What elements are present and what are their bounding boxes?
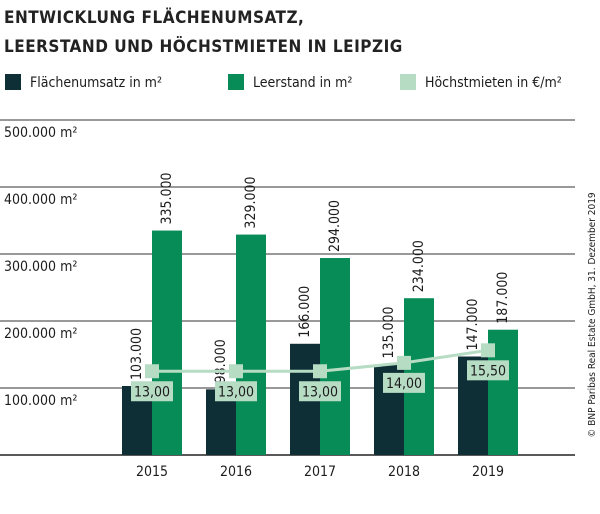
legend-label: Leerstand in m²: [253, 75, 352, 91]
bar: [236, 234, 266, 455]
value-label: 15,50: [470, 363, 506, 379]
bar: [320, 258, 350, 455]
legend-swatch: [228, 74, 244, 90]
label-box: [299, 381, 341, 402]
y-tick-label: 300.000 m²: [4, 259, 77, 275]
bar: [152, 230, 182, 455]
source: © BNP Paribas Real Estate GmbH, 31. Deze…: [587, 192, 598, 438]
y-tick-label: 200.000 m²: [4, 326, 77, 342]
value-label: 13,00: [218, 384, 254, 400]
value-label: 98.000: [213, 339, 229, 383]
legend-label: Höchstmieten in €/m²: [425, 75, 562, 91]
value-label: 329.000: [243, 176, 259, 228]
chart-title: LEERSTAND UND HÖCHSTMIETEN IN LEIPZIG: [4, 35, 403, 57]
marker: [229, 364, 243, 379]
y-tick-label: 500.000 m²: [4, 125, 77, 141]
legend-swatch: [400, 74, 416, 90]
label-box: [131, 381, 173, 402]
value-label: 147.000: [465, 298, 481, 350]
value-label: 103.000: [129, 328, 145, 380]
value-label: 13,00: [134, 384, 170, 400]
value-label: 234.000: [411, 240, 427, 292]
x-tick-label: 2015: [136, 464, 168, 480]
marker: [481, 343, 495, 358]
value-label: 294.000: [327, 200, 343, 252]
legend-label: Flächenumsatz in m²: [30, 75, 162, 91]
chart-title: ENTWICKLUNG FLÄCHENUMSATZ,: [4, 6, 304, 28]
x-tick-label: 2016: [220, 464, 252, 480]
x-tick-label: 2019: [472, 464, 504, 480]
marker: [397, 355, 411, 370]
value-label: 14,00: [386, 376, 422, 392]
value-label: 13,00: [302, 384, 338, 400]
legend-swatch: [5, 74, 21, 90]
y-tick-label: 400.000 m²: [4, 192, 77, 208]
value-label: 335.000: [159, 172, 175, 224]
marker: [145, 364, 159, 379]
value-label: 187.000: [495, 272, 511, 324]
label-box: [215, 381, 257, 402]
x-tick-label: 2018: [388, 464, 420, 480]
x-tick-label: 2017: [304, 464, 336, 480]
label-box: [383, 372, 425, 393]
value-label: 135.000: [381, 306, 397, 358]
label-box: [467, 360, 509, 381]
value-label: 166.000: [297, 286, 313, 338]
y-tick-label: 100.000 m²: [4, 393, 77, 409]
marker: [313, 364, 327, 379]
